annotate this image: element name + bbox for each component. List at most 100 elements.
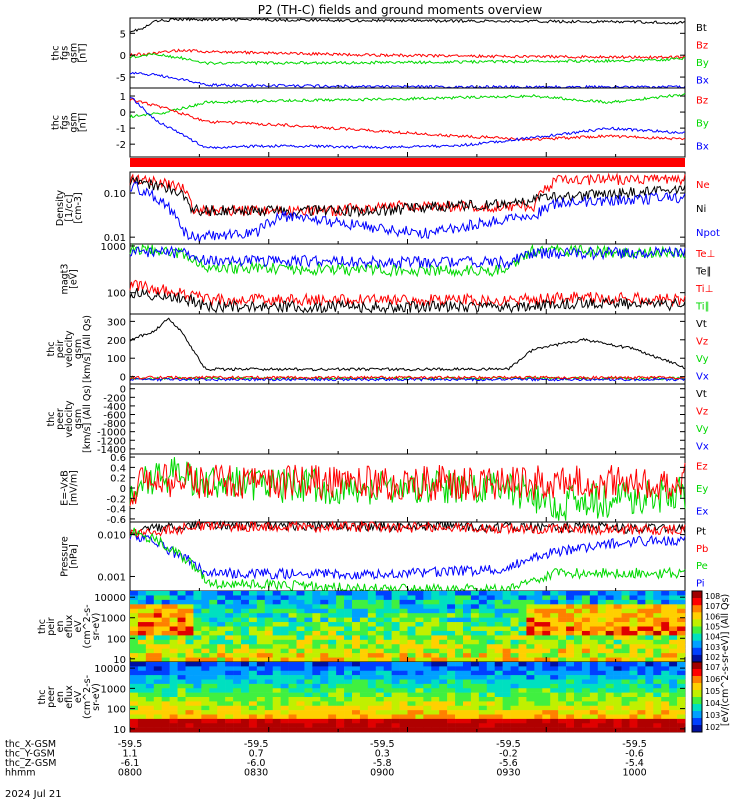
heatmap-cell [669, 710, 678, 715]
y-tick-label: 1000 [101, 684, 126, 695]
heatmap-cell [153, 644, 163, 649]
heatmap-cell [352, 705, 361, 711]
heatmap-cell [589, 653, 599, 658]
heatmap-cell [399, 604, 408, 610]
legend-entry: Te∥ [695, 266, 712, 277]
colorbar-segment [692, 697, 702, 705]
heatmap-cell [431, 595, 440, 601]
heatmap-cell [288, 697, 297, 702]
heatmap-cell [161, 705, 170, 711]
heatmap-cell [375, 670, 385, 676]
heatmap-cell [502, 608, 511, 614]
heatmap-cell [470, 617, 480, 623]
heatmap-cell [383, 718, 392, 724]
heatmap-cell [581, 683, 591, 689]
colorbar-tick-label: 108 [705, 592, 720, 601]
heatmap-cell [336, 718, 345, 724]
heatmap-cell [217, 639, 226, 645]
heatmap-cell [637, 701, 646, 707]
heatmap-cell [518, 595, 527, 601]
heatmap-cell [526, 613, 535, 618]
heatmap-cell [645, 701, 654, 707]
heatmap-cell [375, 604, 385, 610]
heatmap-cell [217, 599, 226, 605]
heatmap-cell [502, 626, 511, 632]
heatmap-cell [447, 604, 456, 610]
heatmap-cell [359, 648, 369, 654]
heatmap-cell [526, 604, 535, 610]
heatmap-cell [502, 635, 511, 641]
heatmap-cell [153, 710, 163, 715]
heatmap-cell [677, 635, 686, 641]
heatmap-cell [613, 714, 622, 720]
heatmap-cell [233, 591, 242, 596]
heatmap-cell [209, 710, 218, 715]
heatmap-cell [320, 727, 329, 733]
heatmap-cell [431, 710, 440, 715]
heatmap-cell [661, 727, 670, 733]
heatmap-cell [407, 599, 416, 605]
heatmap-cell [518, 630, 527, 636]
heatmap-cell [256, 653, 266, 658]
heatmap-cell [391, 666, 400, 672]
heatmap-cell [447, 648, 456, 654]
heatmap-cell [391, 604, 400, 610]
heatmap-cell [367, 692, 377, 698]
heatmap-cell [502, 701, 511, 707]
heatmap-cell [145, 679, 155, 685]
heatmap-cell [367, 591, 377, 596]
heatmap-cell [518, 657, 527, 663]
series-green [129, 52, 686, 66]
heatmap-cell [510, 630, 519, 636]
heatmap-cell [225, 688, 234, 693]
heatmap-cell [502, 692, 511, 698]
heatmap-cell [669, 697, 678, 702]
heatmap-cell [225, 591, 234, 596]
heatmap-cell [248, 591, 258, 596]
heatmap-cell [137, 657, 147, 663]
heatmap-cell [613, 648, 622, 654]
heatmap-cell [510, 626, 519, 632]
heatmap-cell [304, 653, 313, 658]
heatmap-cell [328, 727, 337, 733]
heatmap-cell [352, 617, 361, 623]
heatmap-cell [201, 644, 210, 649]
heatmap-cell [209, 670, 218, 676]
heatmap-cell [272, 639, 281, 645]
heatmap-cell [193, 723, 202, 728]
heatmap-cell [137, 723, 147, 728]
colorbar-segment [692, 605, 702, 613]
heatmap-cell [486, 666, 496, 672]
heatmap-cell [304, 644, 313, 649]
heatmap-cell [486, 608, 496, 614]
heatmap-cell [169, 692, 178, 698]
heatmap-cell [264, 670, 274, 676]
heatmap-cell [653, 701, 662, 707]
heatmap-cell [542, 599, 551, 605]
heatmap-cell [241, 608, 250, 614]
heatmap-cell [272, 648, 281, 654]
heatmap-cell [550, 688, 559, 693]
heatmap-cell [677, 608, 686, 614]
heatmap-cell [304, 626, 313, 632]
heatmap-cell [613, 710, 622, 715]
heatmap-cell [272, 662, 281, 667]
heatmap-cell [256, 697, 266, 702]
heatmap-cell [344, 639, 353, 645]
heatmap-cell [185, 630, 194, 636]
heatmap-cell [431, 697, 440, 702]
heatmap-cell [209, 683, 218, 689]
heatmap-cell [161, 718, 170, 724]
heatmap-cell [621, 644, 630, 649]
heatmap-cell [264, 613, 274, 618]
heatmap-cell [209, 679, 218, 685]
heatmap-cell [550, 599, 559, 605]
heatmap-cell [470, 675, 480, 680]
y-axis-label: [nT] [78, 43, 89, 62]
heatmap-cell [455, 727, 464, 733]
heatmap-cell [677, 679, 686, 685]
heatmap-cell [193, 727, 202, 733]
heatmap-cell [304, 622, 313, 627]
heatmap-cell [407, 639, 416, 645]
heatmap-cell [510, 723, 519, 728]
